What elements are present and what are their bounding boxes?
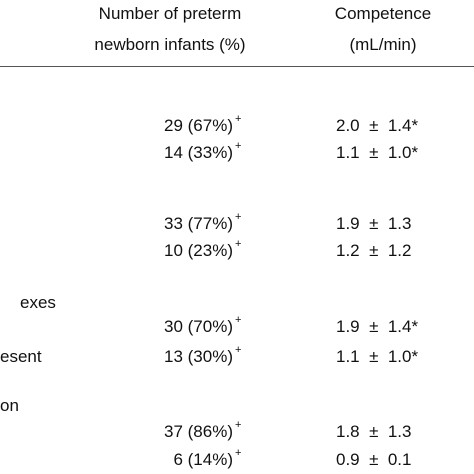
superscript: + [235, 211, 242, 223]
competence-cell: 2.0 ± 1.4* [336, 116, 419, 135]
competence-cell: 0.9 ± 0.1 [336, 450, 412, 469]
competence-cell: 1.2 ± 1.2 [336, 241, 412, 260]
superscript: + [235, 140, 242, 152]
count-cell: 37 (86%) [164, 422, 233, 441]
competence-cell: 1.9 ± 1.4* [336, 317, 419, 336]
row-label: esent [0, 347, 42, 366]
superscript: + [235, 238, 242, 250]
count-cell: 6 (14%) [173, 450, 233, 469]
competence-cell: 1.9 ± 1.3 [336, 214, 412, 233]
count-cell: 14 (33%) [164, 143, 233, 162]
count-cell: 33 (77%) [164, 214, 233, 233]
header-count-1: Number of preterm [98, 4, 242, 23]
header-competence-1: Competence [334, 4, 432, 23]
header-count-2: newborn infants (%) [94, 35, 246, 54]
competence-cell: 1.1 ± 1.0* [336, 347, 419, 366]
superscript: + [235, 344, 242, 356]
row-label: on [0, 396, 19, 415]
row-label: exes [20, 293, 56, 312]
count-cell: 30 (70%) [164, 317, 233, 336]
superscript: + [235, 113, 242, 125]
superscript: + [235, 314, 242, 326]
competence-cell: 1.8 ± 1.3 [336, 422, 412, 441]
header-rule [0, 66, 474, 67]
count-cell: 13 (30%) [164, 347, 233, 366]
count-cell: 10 (23%) [164, 241, 233, 260]
superscript: + [235, 447, 242, 459]
header-competence-2: (mL/min) [349, 35, 417, 54]
count-cell: 29 (67%) [164, 116, 233, 135]
competence-cell: 1.1 ± 1.0* [336, 143, 419, 162]
superscript: + [235, 419, 242, 431]
